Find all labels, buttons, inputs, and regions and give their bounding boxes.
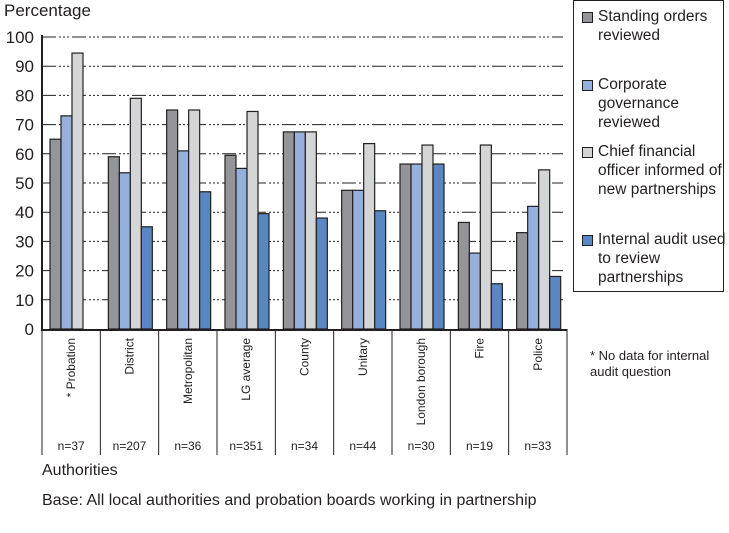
legend-swatch (582, 147, 593, 158)
legend-swatch (582, 80, 593, 91)
y-tick-label: 10 (15, 291, 34, 310)
bar (107, 156, 120, 330)
y-tick-label: 90 (15, 57, 34, 76)
bar (479, 144, 492, 330)
legend-swatch (582, 235, 593, 246)
sample-size-label: n=33 (524, 439, 551, 453)
legend-label: Internal audit used to review partnershi… (598, 231, 726, 286)
bar (199, 191, 212, 330)
legend-label: Corporate governance reviewed (598, 76, 680, 131)
category-label: Metropolitan (181, 338, 195, 404)
footnote: * No data for internal audit question (590, 348, 710, 379)
y-tick-label: 70 (15, 116, 34, 135)
bar (549, 275, 562, 330)
category-label: County (298, 338, 312, 376)
bar (516, 232, 529, 330)
bar (49, 138, 62, 330)
sample-size-label: n=30 (408, 439, 435, 453)
category-label: * Probation (64, 338, 78, 397)
bar (399, 163, 412, 330)
bar (315, 217, 328, 330)
bar (352, 189, 365, 330)
bar (490, 283, 503, 330)
bar (166, 109, 179, 330)
bar (246, 110, 259, 330)
category-label: District (123, 337, 137, 374)
bar (293, 131, 306, 330)
bar (374, 210, 387, 330)
bar (421, 144, 434, 330)
base-note: Base: All local authorities and probatio… (42, 492, 537, 509)
bar (432, 163, 445, 330)
legend-swatch (582, 12, 593, 23)
y-tick-label: 50 (15, 174, 34, 193)
bar (129, 97, 142, 330)
bar (538, 169, 551, 330)
y-tick-label: 40 (15, 203, 34, 222)
bar (341, 189, 354, 330)
bar (177, 150, 190, 330)
sample-size-label: n=351 (229, 439, 263, 453)
y-tick-label: 0 (25, 320, 34, 339)
legend-label: Standing orders reviewed (598, 8, 708, 44)
bar (188, 109, 201, 330)
bar (304, 131, 317, 330)
category-label: Fire (473, 338, 487, 359)
category-label: LG average (239, 338, 253, 401)
sample-size-label: n=207 (113, 439, 147, 453)
sample-size-label: n=36 (174, 439, 201, 453)
bar (282, 131, 295, 330)
bar (468, 252, 481, 330)
y-tick-label: 30 (15, 232, 34, 251)
sample-size-label: n=37 (58, 439, 85, 453)
category-label: London borough (414, 338, 428, 425)
bar (71, 52, 84, 330)
category-label: Unitary (356, 338, 370, 376)
y-tick-label: 80 (15, 86, 34, 105)
bar (235, 167, 248, 330)
bar (410, 163, 423, 330)
bar (60, 115, 73, 330)
bar (363, 142, 376, 330)
category-label: Police (531, 338, 545, 371)
legend-label: Chief financial officer informed of new … (598, 143, 722, 198)
y-tick-label: 100 (6, 28, 34, 47)
y-axis-title: Percentage (4, 1, 91, 20)
legend: Standing orders reviewed Corporate gover… (573, 0, 726, 292)
bar (140, 226, 153, 330)
bar (118, 172, 131, 330)
bar (457, 221, 470, 330)
y-tick-label: 20 (15, 262, 34, 281)
x-axis-title: Authorities (42, 462, 118, 479)
bar (527, 205, 540, 330)
sample-size-label: n=19 (466, 439, 493, 453)
sample-size-label: n=44 (349, 439, 376, 453)
bar (257, 213, 270, 330)
bar (224, 154, 237, 330)
sample-size-label: n=34 (291, 439, 318, 453)
y-tick-label: 60 (15, 145, 34, 164)
